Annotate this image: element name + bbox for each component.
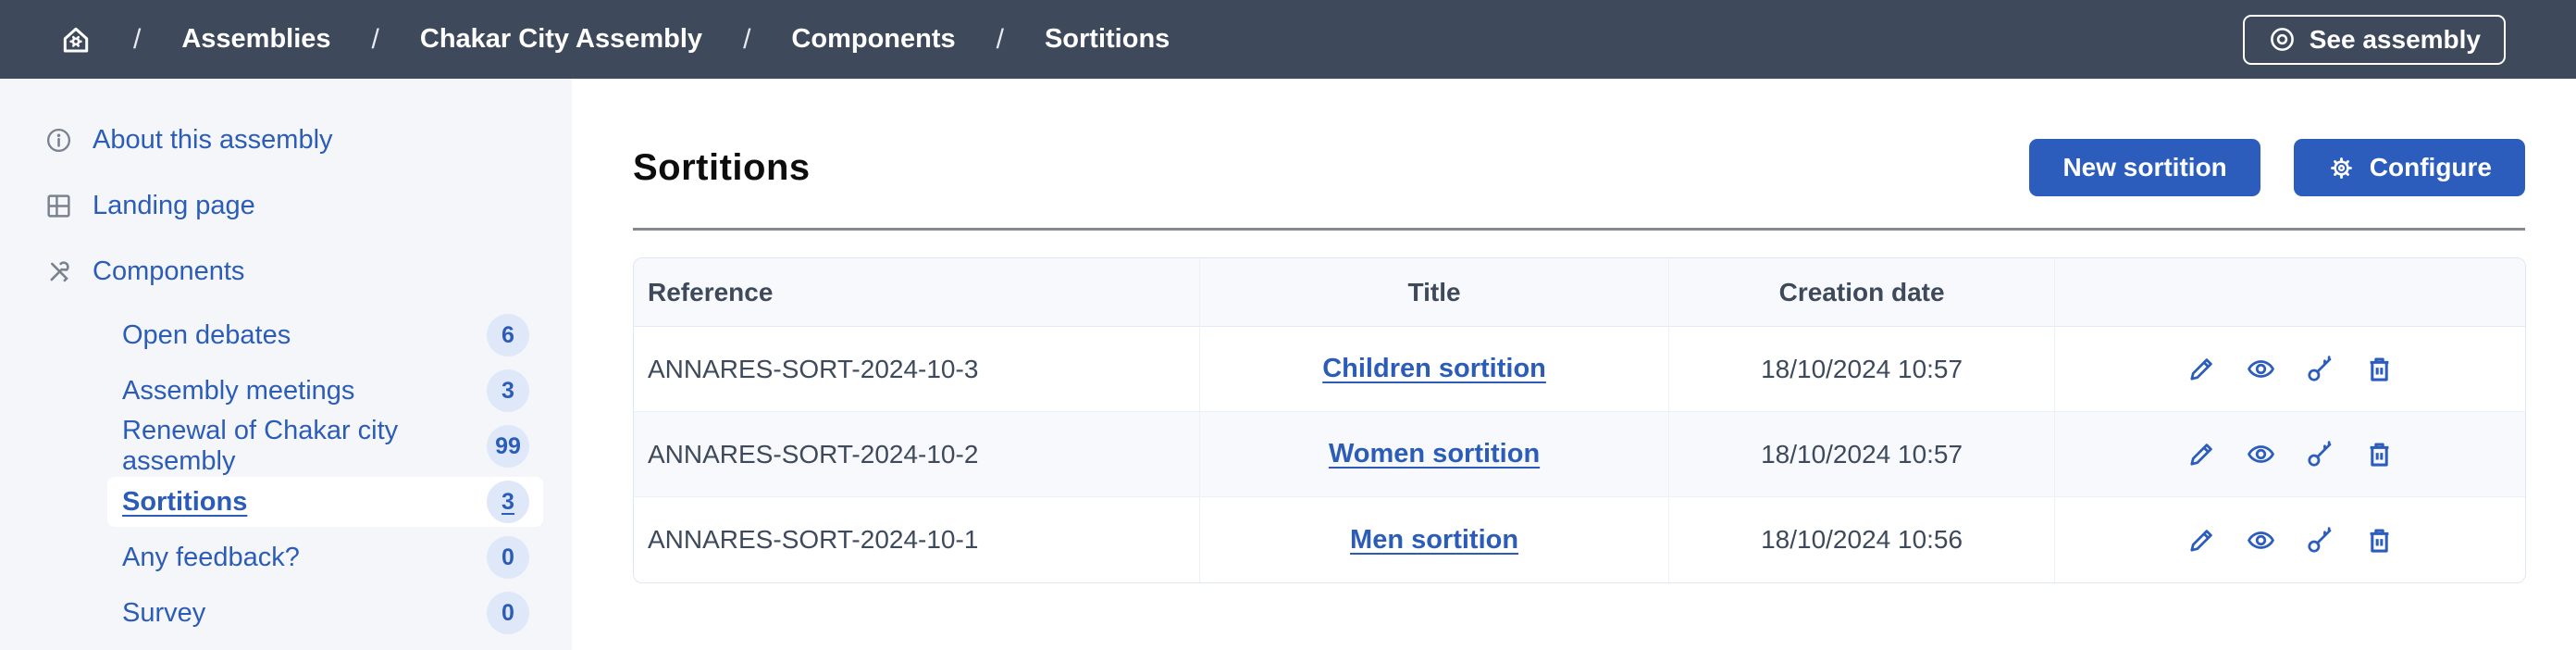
permissions-button[interactable] — [2305, 354, 2335, 384]
preview-button[interactable] — [2246, 525, 2276, 556]
layout-icon — [44, 192, 73, 220]
admin-topbar: / Assemblies / Chakar City Assembly / Co… — [0, 0, 2576, 79]
component-count-badge: 6 — [487, 314, 529, 356]
trash-icon — [2364, 525, 2395, 556]
row-actions — [2055, 525, 2525, 556]
creation-date-cell: 18/10/2024 10:56 — [1668, 497, 2056, 582]
tools-icon — [44, 257, 73, 286]
sidebar-item-landing-page[interactable]: Landing page — [0, 179, 572, 232]
component-count-badge: 99 — [487, 425, 529, 468]
reference-cell: ANNARES-SORT-2024-10-3 — [634, 327, 1201, 412]
see-assembly-label: See assembly — [2309, 24, 2481, 54]
new-sortition-button[interactable]: New sortition — [2029, 139, 2260, 196]
component-label: Sortitions — [122, 486, 248, 517]
sidebar-item-components[interactable]: Components — [0, 244, 572, 298]
component-label: Any feedback? — [122, 542, 300, 572]
creation-date-cell: 18/10/2024 10:57 — [1668, 412, 2056, 497]
breadcrumb-assemblies[interactable]: Assemblies — [181, 24, 331, 54]
sidebar-component-open-debates[interactable]: Open debates 6 — [107, 310, 543, 360]
breadcrumb-sortitions[interactable]: Sortitions — [1044, 24, 1170, 54]
table-row: ANNARES-SORT-2024-10-1 Men sortition 18/… — [634, 497, 2525, 582]
reference-cell: ANNARES-SORT-2024-10-2 — [634, 412, 1201, 497]
home-gear-icon — [59, 23, 93, 56]
main-content: Sortitions New sortition Configure Refer… — [572, 79, 2576, 650]
eye-icon — [2268, 25, 2297, 54]
delete-button[interactable] — [2364, 439, 2395, 469]
sidebar-item-label: Landing page — [93, 190, 255, 220]
sortitions-table: Reference Title Creation date ANNARES-SO… — [633, 257, 2526, 583]
creation-date-cell: 18/10/2024 10:57 — [1668, 327, 2056, 412]
component-count-badge: 3 — [487, 481, 529, 523]
table-header-row: Reference Title Creation date — [634, 258, 2525, 327]
key-icon — [2305, 354, 2335, 384]
sidebar-component-renewal[interactable]: Renewal of Chakar city assembly 99 — [107, 416, 543, 476]
component-count-badge: 3 — [487, 369, 529, 412]
preview-button[interactable] — [2246, 354, 2276, 384]
sortition-title-link[interactable]: Women sortition — [1328, 439, 1541, 469]
edit-button[interactable] — [2186, 354, 2217, 384]
sidebar-component-assembly-meetings[interactable]: Assembly meetings 3 — [107, 366, 543, 416]
admin-sidebar: About this assembly Landing page Compone… — [0, 79, 572, 650]
permissions-button[interactable] — [2305, 439, 2335, 469]
breadcrumb-separator: / — [371, 23, 379, 55]
sidebar-item-label: About this assembly — [93, 124, 333, 155]
table-row: ANNARES-SORT-2024-10-3 Children sortitio… — [634, 327, 2525, 412]
row-actions — [2055, 354, 2525, 384]
edit-button[interactable] — [2186, 439, 2217, 469]
delete-button[interactable] — [2364, 354, 2395, 384]
sidebar-component-survey[interactable]: Survey 0 — [107, 588, 543, 638]
edit-button[interactable] — [2186, 525, 2217, 556]
gear-icon — [2327, 154, 2356, 182]
component-count-badge: 0 — [487, 592, 529, 634]
pencil-icon — [2186, 354, 2217, 384]
component-label: Survey — [122, 597, 206, 628]
breadcrumb-chakar-city-assembly[interactable]: Chakar City Assembly — [419, 24, 703, 54]
trash-icon — [2364, 439, 2395, 469]
sidebar-component-sortitions[interactable]: Sortitions 3 — [107, 477, 543, 527]
configure-label: Configure — [2369, 153, 2492, 181]
column-header-creation-date: Creation date — [1668, 258, 2056, 327]
key-icon — [2305, 525, 2335, 556]
configure-button[interactable]: Configure — [2293, 139, 2525, 196]
permissions-button[interactable] — [2305, 525, 2335, 556]
trash-icon — [2364, 354, 2395, 384]
component-count-badge: 0 — [487, 536, 529, 579]
row-actions — [2055, 439, 2525, 469]
sidebar-component-any-feedback[interactable]: Any feedback? 0 — [107, 532, 543, 582]
page-title: Sortitions — [633, 146, 811, 188]
sortition-title-link[interactable]: Men sortition — [1350, 524, 1519, 555]
sortition-title-link[interactable]: Children sortition — [1322, 354, 1546, 383]
column-header-title: Title — [1200, 258, 1669, 327]
title-divider — [633, 228, 2525, 231]
see-assembly-button[interactable]: See assembly — [2242, 14, 2506, 65]
breadcrumb-separator: / — [743, 23, 751, 55]
pencil-icon — [2186, 439, 2217, 469]
delete-button[interactable] — [2364, 525, 2395, 556]
pencil-icon — [2186, 525, 2217, 556]
column-header-reference: Reference — [634, 258, 1201, 327]
components-sub-list: Open debates 6 Assembly meetings 3 Renew… — [107, 310, 543, 638]
breadcrumb-components[interactable]: Components — [791, 24, 956, 54]
breadcrumb-home-link[interactable] — [59, 23, 93, 56]
sidebar-item-label: Components — [93, 256, 245, 286]
column-header-actions — [2055, 258, 2525, 327]
eye-icon — [2246, 525, 2276, 556]
component-label: Renewal of Chakar city assembly — [122, 416, 399, 476]
component-label: Assembly meetings — [122, 375, 355, 406]
breadcrumb-separator: / — [133, 23, 142, 55]
eye-icon — [2246, 354, 2276, 384]
breadcrumb: / Assemblies / Chakar City Assembly / Co… — [59, 23, 1170, 56]
sidebar-item-about-assembly[interactable]: About this assembly — [0, 113, 572, 167]
table-row: ANNARES-SORT-2024-10-2 Women sortition 1… — [634, 412, 2525, 497]
info-icon — [44, 126, 73, 155]
key-icon — [2305, 439, 2335, 469]
preview-button[interactable] — [2246, 439, 2276, 469]
reference-cell: ANNARES-SORT-2024-10-1 — [634, 497, 1201, 582]
new-sortition-label: New sortition — [2062, 153, 2227, 181]
eye-icon — [2246, 439, 2276, 469]
component-label: Open debates — [122, 319, 291, 350]
breadcrumb-separator: / — [996, 23, 1004, 55]
